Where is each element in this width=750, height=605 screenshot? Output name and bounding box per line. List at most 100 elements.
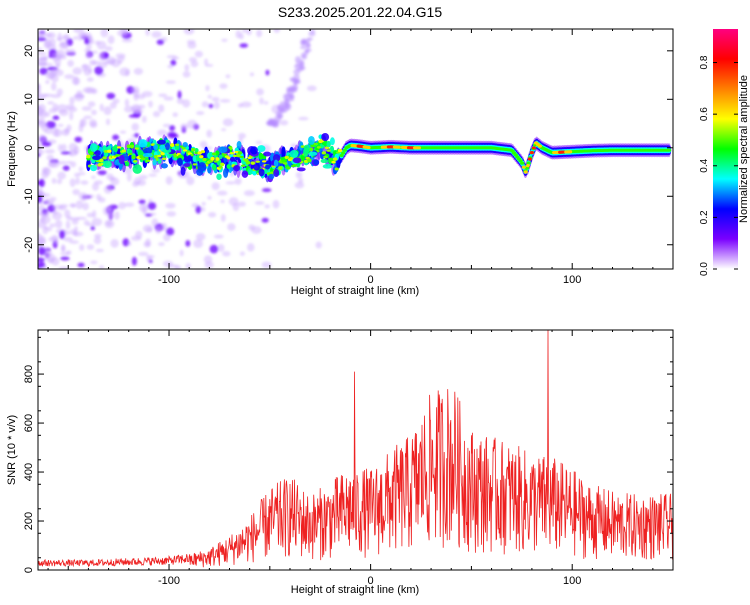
noise-blob <box>306 37 311 44</box>
noise-blob <box>196 111 205 116</box>
noise-blob <box>179 249 184 257</box>
noise-blob <box>259 97 264 105</box>
noise-blob <box>151 168 160 173</box>
ridge-clump <box>152 159 157 166</box>
ridge-cell <box>132 160 138 163</box>
noise-blob <box>186 176 195 186</box>
noise-blob <box>51 234 59 242</box>
noise-blob <box>69 203 76 208</box>
noise-blob <box>170 59 177 66</box>
noise-blob <box>60 151 71 155</box>
noise-blob <box>56 88 63 96</box>
noise-blob <box>213 101 220 110</box>
noise-blob <box>208 103 214 109</box>
noise-blob <box>295 171 303 179</box>
noise-blob <box>263 101 269 105</box>
noise-blob <box>40 215 51 225</box>
noise-blob <box>38 51 47 56</box>
noise-blob <box>186 119 198 129</box>
noise-blob <box>152 111 161 118</box>
spectrogram-y-tick-label: 20 <box>23 45 35 57</box>
ridge-cell <box>192 163 198 166</box>
noise-blob <box>299 45 307 50</box>
noise-blob <box>90 260 98 265</box>
ridge-cell <box>208 151 214 158</box>
ridge-peak-cell <box>568 150 573 154</box>
snr-frame <box>37 329 674 571</box>
noise-blob <box>57 160 68 165</box>
noise-blob <box>131 122 140 131</box>
ridge-cell <box>210 156 215 161</box>
noise-blob <box>157 129 167 137</box>
noise-blob <box>73 231 84 237</box>
ridge-cell <box>310 144 315 148</box>
noise-blob <box>109 102 117 109</box>
noise-blob <box>94 233 102 239</box>
noise-blob <box>185 263 191 269</box>
noise-blob <box>41 122 49 132</box>
noise-blob <box>308 31 316 37</box>
noise-blob <box>63 237 73 242</box>
ridge-clump <box>142 153 153 158</box>
noise-blob <box>82 202 89 211</box>
noise-blob <box>146 254 155 259</box>
ridge-clump <box>273 168 280 178</box>
ridge-clump <box>329 137 335 146</box>
noise-blob <box>169 125 176 132</box>
noise-blob <box>211 96 220 102</box>
ridge-cell <box>215 150 220 156</box>
noise-blob <box>112 134 120 141</box>
noise-blob <box>194 50 203 58</box>
ridge-peak-cell <box>531 146 536 150</box>
noise-blob <box>273 29 280 34</box>
noise-blob <box>204 58 209 66</box>
noise-blob <box>79 31 87 39</box>
noise-blob <box>273 115 281 123</box>
ridge-clump <box>182 142 188 148</box>
noise-blob <box>138 174 148 180</box>
noise-blob <box>87 67 93 74</box>
noise-blob <box>201 201 206 206</box>
ridge-cell <box>245 160 251 165</box>
noise-blob <box>221 38 228 42</box>
noise-blob <box>81 106 92 111</box>
noise-blob <box>134 132 139 138</box>
ridge-clump <box>322 164 333 169</box>
noise-blob <box>67 60 75 67</box>
noise-blob <box>183 29 195 35</box>
noise-blob <box>69 96 75 105</box>
noise-blob <box>77 262 85 268</box>
ridge-cell <box>99 158 104 163</box>
noise-blob <box>182 99 191 108</box>
ridge-cell <box>226 164 231 169</box>
noise-blob <box>155 226 162 234</box>
noise-blob <box>284 102 289 109</box>
ridge-cell <box>524 166 530 170</box>
noise-blob <box>158 242 165 247</box>
ridge-clump <box>180 166 186 176</box>
noise-blob <box>166 227 175 236</box>
figure-title: S233.2025.201.22.04.G15 <box>278 4 442 20</box>
noise-blob <box>38 106 44 115</box>
snr-ticks: -100 0 100 0 200 400 600 800 <box>23 330 674 587</box>
ridge-cell <box>194 148 199 153</box>
noise-blob <box>167 64 174 69</box>
spectrogram-y-axis-label: Frequency (Hz) <box>6 111 18 187</box>
ridge-clump <box>216 173 222 180</box>
snr-y-tick-label: 400 <box>23 463 35 481</box>
noise-blob <box>176 98 184 105</box>
noise-blob <box>239 251 245 256</box>
noise-blob <box>78 123 84 133</box>
noise-blob <box>71 218 79 225</box>
noise-blob <box>69 111 74 121</box>
noise-blob <box>286 87 291 93</box>
ridge-cell <box>237 151 243 155</box>
ridge-clump <box>89 164 98 172</box>
snr-y-tick-label: 0 <box>23 567 35 573</box>
snr-y-axis-label: SNR (10 * v/v) <box>6 415 18 485</box>
ridge-clump <box>292 157 302 164</box>
noise-blob <box>50 93 61 99</box>
noise-blob <box>165 176 173 185</box>
ridge-cell <box>241 164 246 167</box>
